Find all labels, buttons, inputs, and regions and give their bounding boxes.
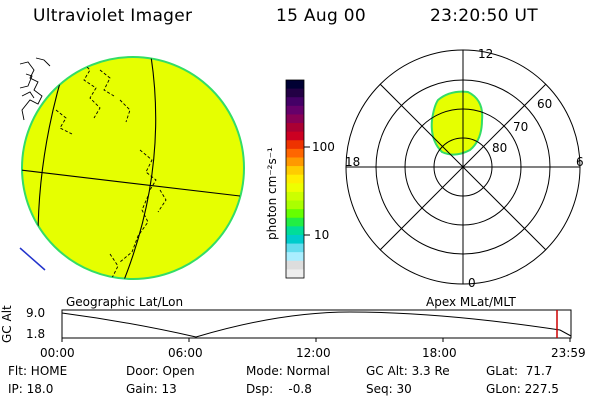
alt-x-tick-2: 12:00	[296, 346, 331, 360]
colorbar-tick-label-100: 100	[312, 140, 335, 154]
colorbar-swatch	[286, 97, 304, 107]
colorbar-swatch	[286, 123, 304, 133]
alt-ticks	[61, 338, 571, 342]
colorbar-swatch	[286, 269, 304, 279]
dsp-info: Dsp: -0.8	[246, 382, 312, 396]
alt-x-tick-1: 06:00	[168, 346, 203, 360]
colorbar-swatch	[286, 80, 304, 90]
colorbar-swatch	[286, 131, 304, 141]
lat-label-60: 60	[537, 97, 553, 111]
polar-diagonal-2	[379, 83, 547, 251]
ip-info: IP: 18.0	[8, 382, 54, 396]
parallel-line	[22, 169, 241, 197]
mlt-label-6: 6	[576, 155, 584, 169]
date-label: 15 Aug 00	[276, 6, 366, 26]
alt-panel-right-title: Apex MLat/MLT	[426, 295, 516, 309]
colorbar-swatch	[286, 217, 304, 227]
colorbar-swatches	[286, 80, 304, 279]
alt-panel-left-title: Geographic Lat/Lon	[66, 295, 184, 309]
mlt-label-12: 12	[478, 47, 494, 61]
edge-marker	[19, 247, 46, 271]
alt-x-tick-3: 18:00	[422, 346, 457, 360]
colorbar-swatch	[286, 191, 304, 202]
colorbar-swatch	[286, 105, 304, 116]
colorbar-swatch	[286, 174, 304, 184]
mode-info: Mode: Normal	[246, 364, 330, 378]
colorbar-frame	[285, 79, 305, 279]
meridian-right	[119, 57, 157, 279]
time-label: 23:20:50 UT	[430, 6, 538, 26]
colorbar-swatch	[286, 243, 304, 253]
glat-info: GLat: 71.7	[486, 364, 553, 378]
colorbar-swatch	[286, 140, 304, 150]
coastline-outer	[19, 57, 51, 121]
colorbar-swatch	[286, 183, 304, 193]
colorbar-swatch	[286, 114, 304, 124]
seq-info: Seq: 30	[366, 382, 412, 396]
mlt-label-18: 18	[345, 155, 361, 169]
coastline-inner	[43, 59, 167, 279]
colorbar-swatch	[286, 166, 304, 176]
colorbar-swatch	[286, 209, 304, 219]
colorbar-swatch	[286, 157, 304, 167]
colorbar-swatch	[286, 226, 304, 236]
alt-x-tick-4: 23:59	[551, 346, 586, 360]
gain-info: Gain: 13	[126, 382, 177, 396]
lat-label-80: 80	[492, 141, 508, 155]
alt-y-tick-9: 9.0	[26, 306, 46, 320]
colorbar-swatch	[286, 252, 304, 262]
imager-disk	[21, 56, 245, 280]
colorbar-swatch	[286, 234, 304, 245]
instrument-title: Ultraviolet Imager	[33, 6, 193, 26]
altitude-trace	[61, 311, 572, 338]
colorbar-swatch	[286, 148, 304, 159]
alt-x-tick-0: 00:00	[40, 346, 75, 360]
flight-info: Flt: HOME	[8, 364, 68, 378]
colorbar-tick-label-10: 10	[314, 228, 330, 242]
alt-panel-frame	[61, 309, 572, 339]
alt-y-tick-1-8: 1.8	[26, 327, 46, 341]
glon-info: GLon: 227.5	[486, 382, 559, 396]
gc-alt-info: GC Alt: 3.3 Re	[366, 364, 450, 378]
colorbar-swatch	[286, 200, 304, 210]
colorbar-swatch	[286, 260, 304, 270]
colorbar-swatch	[286, 88, 304, 98]
door-info: Door: Open	[126, 364, 195, 378]
mlt-label-0: 0	[468, 276, 476, 290]
lat-label-70: 70	[513, 120, 529, 134]
